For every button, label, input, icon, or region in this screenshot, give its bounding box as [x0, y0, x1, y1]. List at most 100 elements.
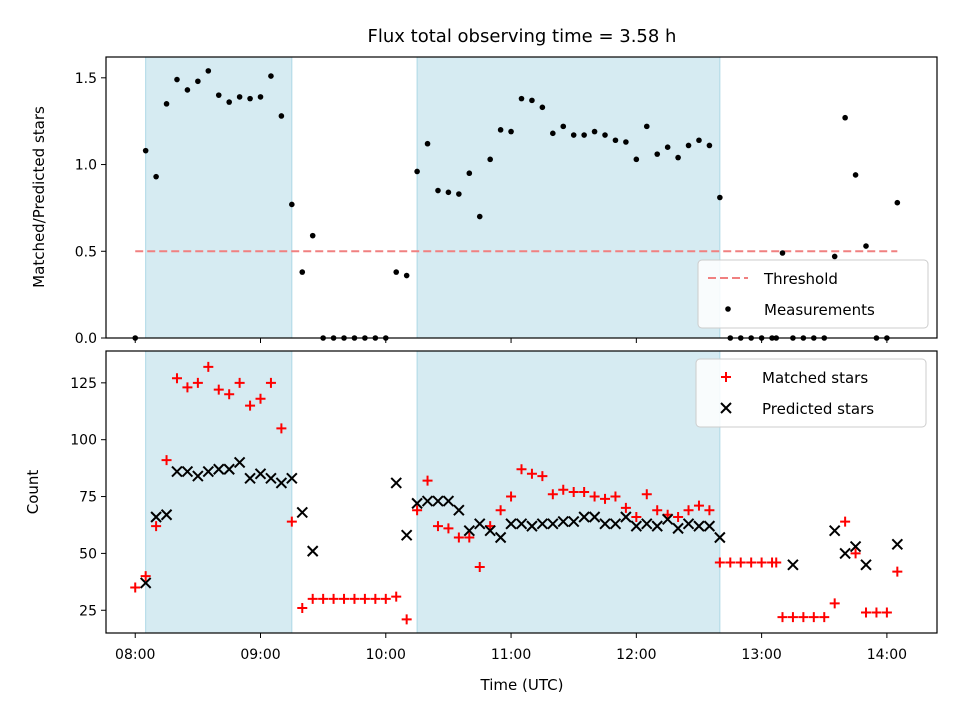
measurement-point — [529, 97, 535, 104]
measurement-point — [487, 156, 493, 163]
matched-point — [589, 491, 600, 502]
bottom-observing-interval — [416, 350, 721, 634]
measurement-point — [466, 170, 473, 177]
bottom-y-axis-label: Count — [24, 470, 42, 515]
predicted-point — [693, 520, 705, 532]
predicted-point — [661, 513, 674, 525]
matched-point — [673, 512, 684, 523]
predicted-point — [421, 495, 434, 507]
matched-point — [537, 471, 548, 482]
measurement-point — [612, 137, 619, 144]
xtick-label: 12:00 — [616, 647, 656, 663]
predicted-point — [474, 518, 486, 530]
measurement-point — [414, 168, 420, 175]
measurement-point — [236, 94, 243, 100]
matched-point — [140, 571, 151, 582]
bottom-series-predicted-stars — [139, 456, 904, 589]
predicted-point — [463, 524, 476, 537]
matched-point — [771, 557, 782, 568]
measurement-point — [894, 199, 901, 206]
measurement-point — [623, 139, 629, 145]
predicted-point — [578, 511, 590, 523]
xtick-label: 13:00 — [741, 647, 781, 663]
predicted-point — [703, 520, 716, 532]
predicted-point — [171, 465, 183, 478]
matched-point — [861, 607, 872, 618]
bottom-ytick-label: 25 — [79, 603, 97, 619]
measurement-point — [424, 140, 431, 147]
measurement-point — [289, 201, 295, 208]
matched-point — [307, 593, 318, 604]
matched-point — [359, 593, 370, 604]
predicted-point — [400, 529, 413, 541]
matched-point — [892, 566, 903, 577]
measurement-point — [476, 213, 483, 220]
matched-point — [798, 612, 809, 623]
predicted-point — [505, 518, 517, 530]
predicted-point — [860, 559, 872, 571]
matched-point — [714, 557, 725, 568]
measurement-point — [268, 73, 274, 79]
matched-point — [370, 593, 381, 604]
top-observing-interval — [416, 56, 721, 339]
predicted-point — [244, 472, 256, 485]
matched-point — [130, 582, 141, 593]
matched-point — [850, 548, 861, 559]
predicted-point — [620, 511, 632, 523]
measurement-point — [142, 147, 149, 154]
legend-box — [695, 358, 927, 428]
bottom-panel: 25 50 75 100 125 08:00 09:00 10:00 11:00 12:00 13:… — [70, 350, 938, 663]
measurement-point — [685, 142, 692, 149]
predicted-point — [536, 518, 549, 530]
predicted-point — [233, 456, 246, 469]
predicted-point — [891, 538, 904, 551]
measurement-point — [153, 173, 159, 180]
measurement-point — [518, 95, 525, 102]
top-ytick-label: 1.0 — [75, 158, 97, 174]
xtick-label: 08:00 — [115, 647, 155, 663]
top-ytick-label: 0.5 — [75, 244, 97, 260]
top-axes-frame — [105, 56, 938, 339]
measurement-point — [539, 104, 546, 111]
legend-matched-swatch — [721, 372, 731, 382]
measurement-point — [779, 250, 786, 256]
measurement-point — [863, 243, 869, 249]
matched-point — [297, 602, 308, 613]
matched-point — [871, 607, 882, 618]
top-panel: 0.0 0.5 1.0 1.5 Threshold Measurements — [75, 56, 938, 347]
predicted-point — [526, 520, 538, 532]
matched-point — [600, 493, 611, 504]
matched-point — [443, 523, 454, 534]
matched-point — [182, 382, 193, 393]
matched-point — [746, 557, 757, 568]
bottom-ytick-label: 50 — [79, 546, 97, 562]
predicted-point — [411, 497, 423, 510]
measurement-point — [205, 68, 212, 74]
predicted-point — [588, 511, 601, 523]
predicted-point — [484, 524, 496, 537]
matched-point — [506, 491, 517, 502]
matched-point — [339, 593, 350, 604]
matched-point — [380, 593, 391, 604]
measurement-point — [195, 78, 201, 85]
matched-point — [526, 468, 537, 479]
legend-measurement-swatch — [725, 306, 731, 312]
predicted-point — [557, 515, 569, 528]
matched-point — [161, 455, 172, 466]
matched-point — [558, 484, 569, 495]
legend-label: Measurements — [764, 301, 875, 319]
predicted-point — [849, 540, 862, 553]
matched-point — [547, 489, 558, 500]
matched-point — [840, 516, 851, 527]
matched-point — [704, 505, 715, 516]
matched-point — [725, 557, 736, 568]
predicted-point — [599, 518, 611, 530]
measurement-point — [445, 189, 452, 196]
matched-point — [432, 521, 443, 532]
matched-point — [203, 361, 214, 372]
matched-point — [787, 612, 798, 623]
predicted-point — [286, 472, 298, 485]
measurement-point — [633, 156, 640, 163]
matched-point — [568, 487, 579, 497]
matched-point — [391, 591, 402, 602]
